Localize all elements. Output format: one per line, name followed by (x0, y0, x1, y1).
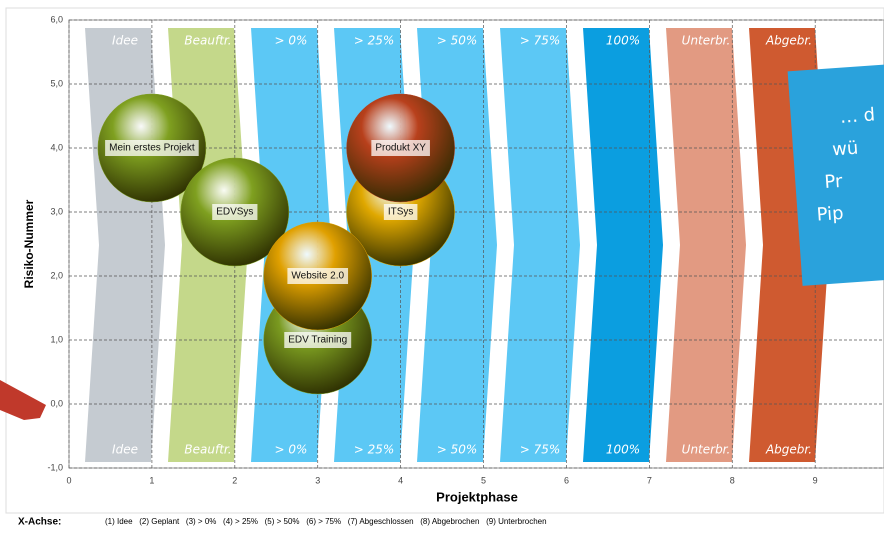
phase-label: Abgebr. (765, 443, 812, 457)
y-tick-label: 2,0 (50, 270, 63, 280)
y-tick-label: 3,0 (50, 206, 63, 216)
bubble-label: Produkt XY (375, 143, 426, 154)
note-text: Pip (816, 203, 844, 226)
phase-label: 100% (606, 34, 640, 48)
x-tick-label: 3 (315, 475, 320, 485)
note-text: wü (831, 138, 859, 161)
bubble-label: ITSys (388, 207, 414, 218)
phase-label: Unterbr. (682, 34, 731, 48)
label-box (212, 204, 258, 220)
phase-label: Abgebr. (765, 34, 812, 48)
arrow (0, 380, 46, 420)
x-tick-label: 9 (813, 475, 818, 485)
x-tick-label: 0 (66, 475, 71, 485)
label-box (287, 268, 349, 284)
note: … d wü Pr Pip (787, 63, 884, 286)
phase-chevron (666, 28, 746, 462)
x-tick-label: 2 (232, 475, 237, 485)
phase-label: > 0% (275, 34, 308, 48)
y-tick-label: 5,0 (50, 78, 63, 88)
phase-label: > 0% (275, 443, 308, 457)
x-tick-label: 1 (149, 475, 154, 485)
y-tick-label: 6,0 (50, 14, 63, 24)
phase-label: 100% (606, 443, 640, 457)
note-text: … d (839, 104, 876, 127)
bubble-label: Website 2.0 (291, 271, 344, 282)
x-tick-label: 4 (398, 475, 403, 485)
y-axis-title: Risiko-Nummer (22, 199, 36, 288)
phase-label: > 75% (520, 34, 561, 48)
label-box (284, 332, 352, 348)
phase-label: Unterbr. (682, 443, 731, 457)
bubble-label: EDVSys (216, 207, 253, 218)
phase-chevron (500, 28, 580, 462)
y-tick-label: 4,0 (50, 142, 63, 152)
x-axis-title: Projektphase (436, 489, 518, 504)
phase-label: > 50% (437, 34, 478, 48)
y-tick-label: 0,0 (50, 398, 63, 408)
note-paper (787, 63, 884, 286)
x-tick-label: 5 (481, 475, 486, 485)
phase-label: > 75% (520, 443, 561, 457)
footer-title: X-Achse: (18, 517, 61, 528)
note-text: Pr (824, 171, 844, 193)
phase-label: Beauftr. (184, 34, 231, 48)
phase-label: > 50% (437, 443, 478, 457)
phase-label: > 25% (354, 34, 395, 48)
label-box (371, 140, 430, 156)
phase-chevron (583, 28, 663, 462)
y-tick-label: 1,0 (50, 334, 63, 344)
x-tick-label: 7 (647, 475, 652, 485)
label-box (383, 204, 418, 220)
footer-text: (1) Idee (2) Geplant (3) > 0% (4) > 25% … (105, 517, 547, 526)
phase-label: Idee (112, 443, 138, 457)
phase-label: Idee (112, 34, 138, 48)
label-box (105, 140, 199, 156)
x-tick-label: 6 (564, 475, 569, 485)
bubble-label: EDV Training (288, 335, 347, 346)
y-tick-label: -1,0 (47, 462, 63, 472)
bubble-label: Mein erstes Projekt (109, 143, 195, 154)
phase-label: Beauftr. (184, 443, 231, 457)
x-tick-label: 8 (730, 475, 735, 485)
phase-label: > 25% (354, 443, 395, 457)
